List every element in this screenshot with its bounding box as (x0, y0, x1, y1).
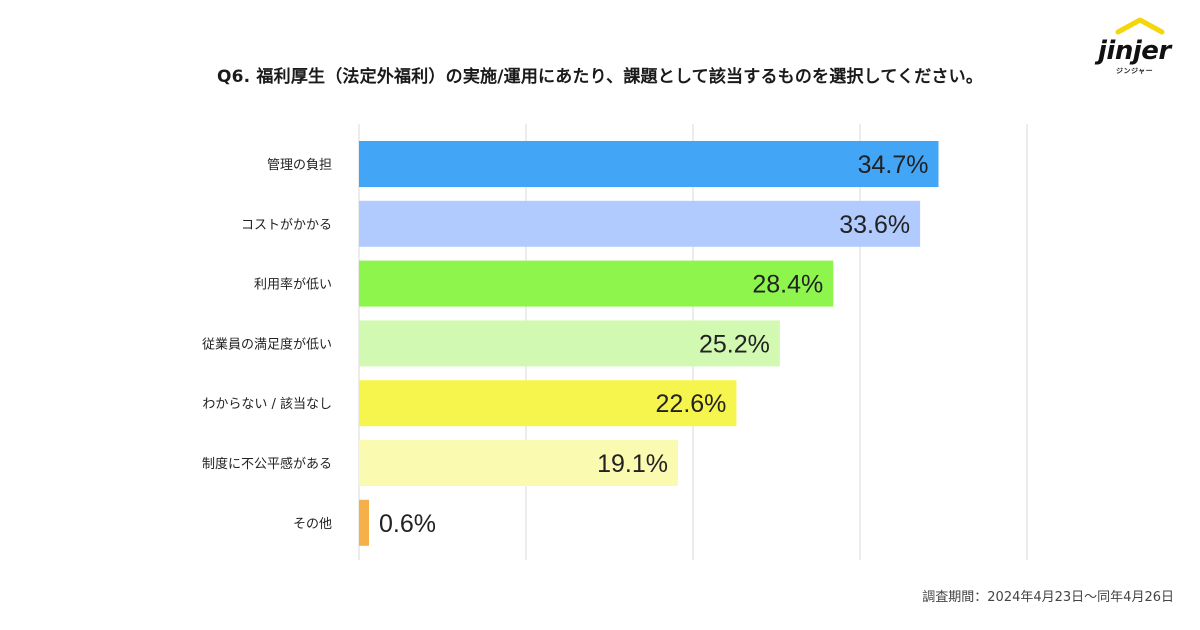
data-label: 0.6% (379, 510, 436, 538)
survey-period-note: 調査期間：2024年4月23日〜同年4月26日 (922, 590, 1174, 605)
data-label: 19.1% (597, 450, 668, 478)
data-label: 28.4% (752, 271, 823, 299)
category-label: 利用率が低い (254, 277, 332, 293)
category-label: 管理の負担 (267, 158, 332, 173)
bar (359, 380, 737, 427)
category-label: その他 (293, 517, 332, 532)
jinjer-logo: jinjer ジンジャー (1088, 14, 1188, 75)
bar (359, 320, 780, 367)
logo-subtext: ジンジャー (1116, 67, 1154, 75)
category-label: わからない / 該当なし (202, 396, 332, 412)
category-label: コストがかかる (241, 218, 332, 233)
chart-title: Q6. 福利厚生（法定外福利）の実施/運用にあたり、課題として該当するものを選択… (216, 67, 984, 87)
logo-wordmark: jinjer (1098, 36, 1171, 66)
bar (359, 440, 678, 486)
data-label: 25.2% (699, 330, 770, 358)
bar (359, 141, 939, 187)
data-label: 33.6% (839, 211, 910, 239)
data-label: 22.6% (656, 390, 727, 418)
category-label: 制度に不公平感がある (202, 456, 332, 472)
bar (359, 260, 834, 307)
bar (359, 200, 921, 247)
category-label: 従業員の満足度が低い (202, 336, 332, 352)
data-label: 34.7% (858, 151, 929, 179)
bar (359, 499, 370, 546)
logo-roof-icon (1115, 17, 1165, 35)
